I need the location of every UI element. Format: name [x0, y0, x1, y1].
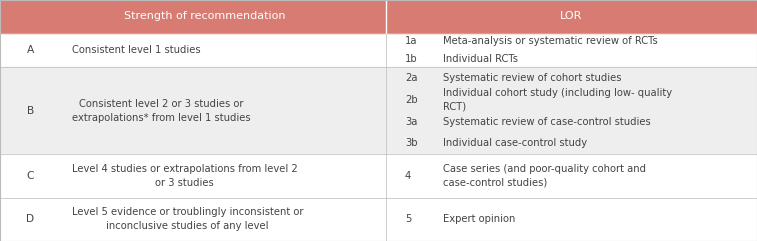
Text: LOR: LOR — [560, 11, 583, 21]
Text: 3b: 3b — [405, 138, 418, 148]
Text: 1a: 1a — [405, 36, 418, 46]
Text: Level 5 evidence or troublingly inconsistent or
inconclusive studies of any leve: Level 5 evidence or troublingly inconsis… — [72, 208, 304, 231]
Text: 5: 5 — [405, 214, 411, 224]
Bar — [0, 198, 757, 241]
Bar — [0, 0, 757, 33]
Bar — [0, 67, 757, 154]
Text: Expert opinion: Expert opinion — [443, 214, 516, 224]
Text: 4: 4 — [405, 171, 411, 181]
Text: D: D — [26, 214, 34, 224]
Text: Individual cohort study (including low- quality
RCT): Individual cohort study (including low- … — [443, 88, 672, 112]
Text: 3a: 3a — [405, 117, 417, 127]
Text: Consistent level 1 studies: Consistent level 1 studies — [72, 45, 201, 55]
Bar — [0, 33, 757, 67]
Text: 1b: 1b — [405, 54, 418, 64]
Text: 2a: 2a — [405, 73, 418, 83]
Text: Strength of recommendation: Strength of recommendation — [123, 11, 285, 21]
Text: Systematic review of case-control studies: Systematic review of case-control studie… — [443, 117, 650, 127]
Text: C: C — [26, 171, 34, 181]
Text: Individual case-control study: Individual case-control study — [443, 138, 587, 148]
Text: Systematic review of cohort studies: Systematic review of cohort studies — [443, 73, 621, 83]
Text: 2b: 2b — [405, 95, 418, 105]
Bar — [0, 154, 757, 198]
Text: Individual RCTs: Individual RCTs — [443, 54, 518, 64]
Text: Case series (and poor-quality cohort and
case-control studies): Case series (and poor-quality cohort and… — [443, 164, 646, 188]
Text: Level 4 studies or extrapolations from level 2
or 3 studies: Level 4 studies or extrapolations from l… — [72, 164, 298, 188]
Text: B: B — [26, 106, 34, 116]
Text: A: A — [26, 45, 34, 55]
Text: Meta-analysis or systematic review of RCTs: Meta-analysis or systematic review of RC… — [443, 36, 658, 46]
Text: Consistent level 2 or 3 studies or
extrapolations* from level 1 studies: Consistent level 2 or 3 studies or extra… — [72, 99, 251, 122]
